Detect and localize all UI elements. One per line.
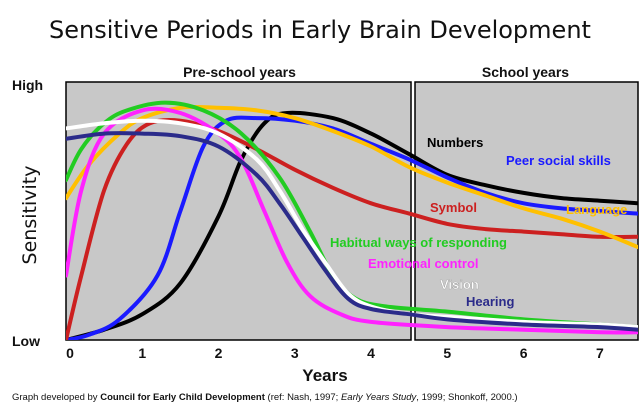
series-line-hearing xyxy=(66,131,638,332)
series-label-symbol: Symbol xyxy=(430,200,477,215)
series-label-vision: Vision xyxy=(440,277,479,292)
x-tick-label: 3 xyxy=(291,345,299,361)
series-label-emotional-control: Emotional control xyxy=(368,256,479,271)
y-tick-low: Low xyxy=(12,333,40,349)
series-label-language: Language xyxy=(566,202,627,217)
source-caption: Graph developed by Council for Early Chi… xyxy=(12,392,518,403)
x-tick-label: 4 xyxy=(367,345,375,361)
y-axis-label: Sensitivity xyxy=(19,166,41,265)
x-tick-label: 1 xyxy=(138,345,146,361)
x-tick-layer: 0 1 2 3 4 5 6 7 xyxy=(66,345,604,361)
series-label-numbers: Numbers xyxy=(427,135,483,150)
series-label-habitual-ways-of-responding: Habitual ways of responding xyxy=(330,235,507,250)
x-tick-label: 5 xyxy=(443,345,451,361)
caption-italic: Early Years Study xyxy=(341,392,418,403)
caption-org: Council for Early Child Development xyxy=(100,392,266,403)
x-axis-label: Years xyxy=(302,366,347,385)
chart-title: Sensitive Periods in Early Brain Develop… xyxy=(49,16,591,44)
series-label-hearing: Hearing xyxy=(466,294,514,309)
x-tick-label: 7 xyxy=(596,345,604,361)
caption-mid: (ref: Nash, 1997; xyxy=(265,392,341,403)
caption-suffix: , 1999; Shonkoff, 2000.) xyxy=(416,392,517,403)
x-tick-label: 6 xyxy=(520,345,528,361)
school-region-label: School years xyxy=(482,64,569,80)
preschool-region-label: Pre-school years xyxy=(183,64,296,80)
series-label-layer: Numbers Peer social skills Symbol Language H… xyxy=(330,135,627,309)
series-line-numbers xyxy=(66,110,638,340)
x-tick-label: 0 xyxy=(66,345,74,361)
series-layer xyxy=(66,100,638,340)
y-tick-high: High xyxy=(12,77,43,93)
caption-prefix: Graph developed by xyxy=(12,392,100,403)
x-tick-label: 2 xyxy=(215,345,223,361)
series-line-habitual-ways-of-responding xyxy=(66,100,638,330)
series-line-symbol xyxy=(66,117,638,340)
series-line-vision xyxy=(66,118,638,330)
series-label-peer-social-skills: Peer social skills xyxy=(506,153,611,168)
